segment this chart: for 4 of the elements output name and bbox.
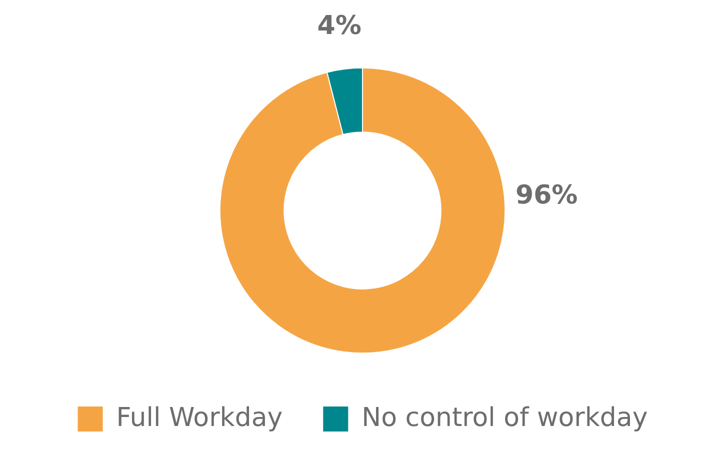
legend-label: Full Workday xyxy=(116,402,283,433)
legend-label: No control of workday xyxy=(362,402,648,433)
data-label: 4% xyxy=(317,11,362,42)
data-label: 96% xyxy=(515,180,578,210)
